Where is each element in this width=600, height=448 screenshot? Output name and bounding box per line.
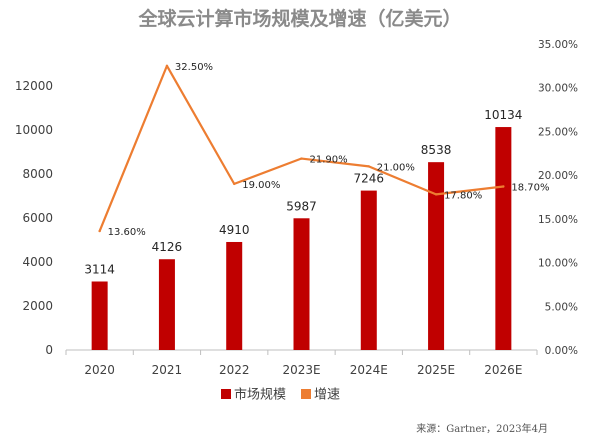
growth-value-label: 21.00% — [377, 162, 415, 173]
right-tick-label: 35.00% — [538, 39, 578, 51]
bar — [226, 241, 243, 350]
bar — [91, 281, 108, 350]
growth-value-label: 13.60% — [108, 227, 146, 238]
growth-point — [233, 182, 236, 186]
chart-title: 全球云计算市场规模及增速（亿美元） — [137, 7, 461, 30]
left-tick-label: 12000 — [15, 79, 53, 93]
bar-value-label: 5987 — [286, 199, 317, 213]
legend-label-line: 增速 — [314, 388, 340, 403]
x-tick-label: 2022 — [219, 363, 250, 377]
bar-series: 3114 4126 4910 5987 7246 8538 10134 — [84, 108, 522, 350]
x-tick-label: 2024E — [350, 363, 388, 377]
right-tick-label: 10.00% — [538, 258, 578, 270]
right-tick-label: 25.00% — [538, 126, 578, 138]
growth-point — [367, 165, 370, 168]
x-axis: 2020 2021 2022 2023E 2024E 2025E 2026E — [65, 349, 538, 377]
growth-point — [300, 157, 303, 160]
left-tick-label: 0 — [45, 343, 53, 357]
bar — [293, 218, 310, 350]
bar — [158, 259, 175, 350]
growth-point — [434, 193, 438, 196]
bar-value-label: 4910 — [219, 223, 250, 237]
legend-label-bar: 市场规模 — [234, 387, 286, 403]
left-axis: 0 2000 4000 6000 8000 10000 12000 — [15, 79, 53, 357]
right-tick-label: 0.00% — [545, 345, 578, 357]
line-series: 13.60% 32.50% 19.00% 21.90% 21.00% 17.80% 18.7… — [98, 62, 549, 238]
left-tick-label: 10000 — [15, 123, 53, 137]
right-tick-label: 5.00% — [545, 301, 578, 313]
left-tick-label: 4000 — [22, 255, 53, 269]
x-tick-label: 2020 — [84, 363, 115, 377]
right-tick-label: 30.00% — [538, 83, 578, 95]
growth-value-label: 32.50% — [175, 62, 213, 73]
legend-swatch-line — [301, 389, 311, 399]
growth-value-label: 21.90% — [310, 155, 348, 166]
right-axis: 0.00% 5.00% 10.00% 15.00% 20.00% 25.00% 30.00%… — [538, 39, 578, 357]
bar — [428, 162, 445, 350]
bar-value-label: 7246 — [354, 172, 385, 186]
bar-value-label: 3114 — [84, 262, 115, 276]
legend-swatch-bar — [221, 389, 231, 399]
bar-value-label: 8538 — [421, 143, 452, 157]
growth-value-label: 19.00% — [242, 180, 280, 191]
growth-point — [502, 185, 505, 188]
bar — [360, 190, 377, 350]
x-tick-label: 2025E — [417, 363, 455, 377]
left-tick-label: 2000 — [22, 299, 53, 313]
right-tick-label: 20.00% — [538, 170, 578, 182]
x-tick-label: 2023E — [282, 363, 320, 377]
bar-value-label: 10134 — [484, 108, 522, 122]
left-tick-label: 6000 — [22, 211, 53, 225]
growth-point — [98, 229, 101, 233]
left-tick-label: 8000 — [22, 167, 53, 181]
bar — [495, 127, 512, 350]
source-note: 来源：Gartner，2023年4月 — [416, 422, 548, 435]
legend: 市场规模 增速 — [221, 387, 340, 403]
right-tick-label: 15.00% — [538, 214, 578, 226]
growth-value-label: 18.70% — [511, 183, 549, 194]
growth-point — [165, 64, 169, 68]
x-tick-label: 2021 — [152, 363, 183, 377]
growth-value-label: 17.80% — [444, 190, 482, 201]
bar-value-label: 4126 — [152, 240, 183, 254]
x-tick-label: 2026E — [484, 363, 522, 377]
